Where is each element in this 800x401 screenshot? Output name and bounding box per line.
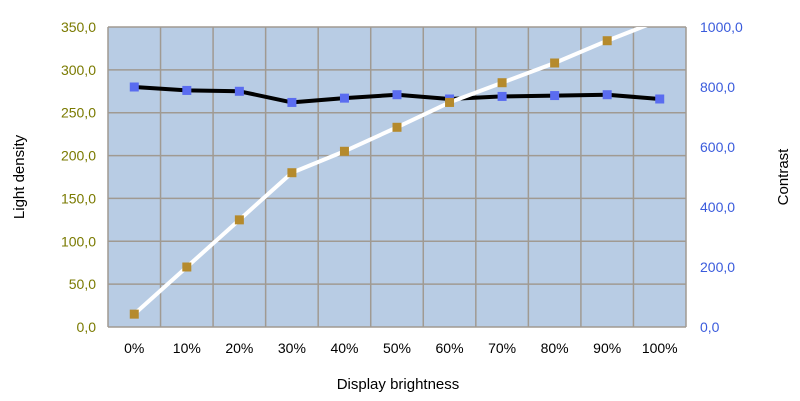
left-axis-ticks: 0,0 50,0 100,0 150,0 200,0 250,0 300,0 350,0 [61,19,96,335]
right-tick-label: 800,0 [700,79,735,95]
left-tick-label: 150,0 [61,190,96,206]
x-axis-title: Display brightness [337,376,460,393]
right-tick-label: 600,0 [700,139,735,155]
series-2-marker [392,122,402,132]
x-tick-label: 80% [541,340,569,356]
right-axis-title: Contrast [775,148,792,206]
series-2-marker [129,309,139,319]
left-tick-label: 200,0 [61,148,96,164]
left-axis-title: Light density [11,134,28,219]
left-tick-label: 300,0 [61,62,96,78]
series-2-marker [655,16,664,25]
x-tick-label: 40% [330,340,358,356]
series-layer [129,16,665,319]
series-2-marker [234,215,244,225]
series-2-marker [602,36,612,46]
series-1-marker [234,86,244,96]
x-axis-ticks: 0% 10% 20% 30% 40% 50% 60% 70% 80% 90% 100% [124,340,677,356]
series-1-marker [339,93,349,103]
right-tick-label: 1000,0 [700,19,743,35]
left-tick-label: 250,0 [61,105,96,121]
series-2-marker [445,97,455,107]
series-1-marker [287,97,297,107]
x-tick-label: 20% [225,340,253,356]
x-tick-label: 10% [173,340,201,356]
left-tick-label: 0,0 [77,319,97,335]
series-1-marker [129,82,139,92]
left-tick-label: 50,0 [69,276,96,292]
right-tick-label: 200,0 [700,259,735,275]
series-1-marker [497,91,507,101]
series-2-marker [497,78,507,88]
x-tick-label: 90% [593,340,621,356]
series-1-marker [392,90,402,100]
series-1-marker [550,91,560,101]
right-tick-label: 0,0 [700,319,720,335]
series-2-marker [339,146,349,156]
right-tick-label: 400,0 [700,199,735,215]
x-tick-label: 30% [278,340,306,356]
grid [107,26,687,328]
series-2-marker [182,262,192,272]
x-tick-label: 0% [124,340,144,356]
series-2-marker [287,168,297,178]
left-tick-label: 350,0 [61,19,96,35]
series-2-marker [550,58,560,68]
x-tick-label: 50% [383,340,411,356]
x-tick-label: 60% [436,340,464,356]
left-tick-label: 100,0 [61,233,96,249]
series-1-marker [655,94,665,104]
series-1-marker [182,85,192,95]
right-axis-ticks: 0,0 200,0 400,0 600,0 800,0 1000,0 [700,19,743,335]
x-tick-label: 100% [642,340,678,356]
plot-area [108,27,686,327]
series-1-marker [602,90,612,100]
x-tick-label: 70% [488,340,516,356]
